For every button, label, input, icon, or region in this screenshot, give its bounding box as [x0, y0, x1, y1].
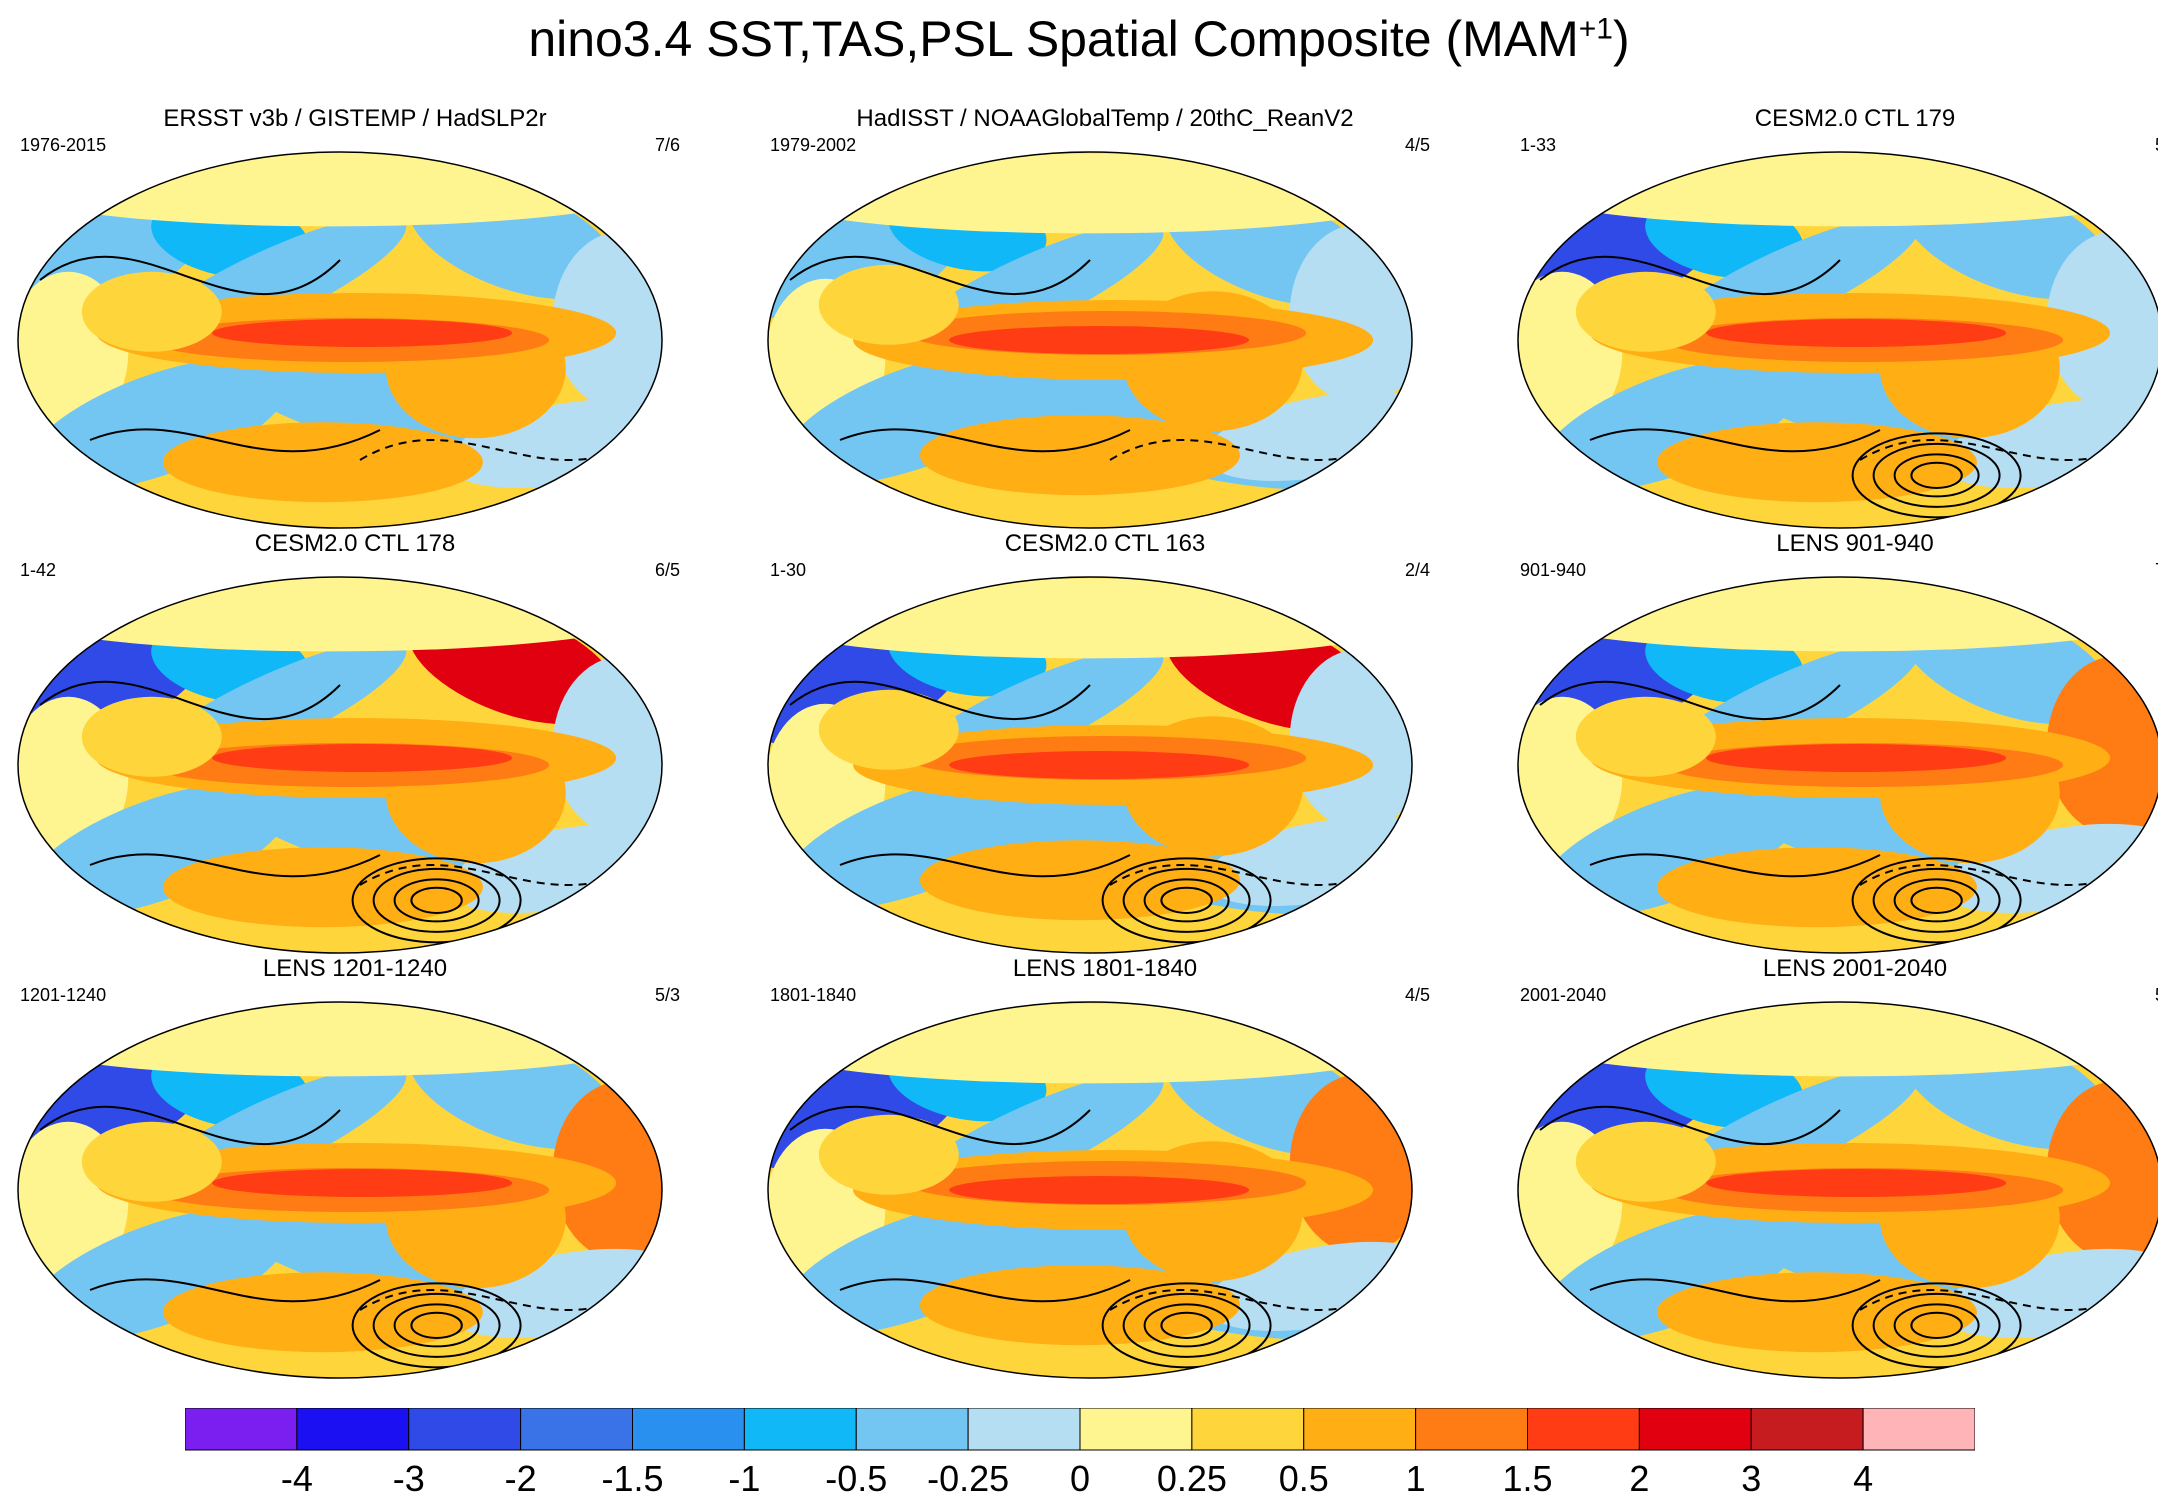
colorbar-swatch — [408, 1408, 522, 1451]
colorbar-swatch — [743, 1408, 857, 1451]
map-projection — [767, 151, 1413, 529]
colorbar-swatch — [1862, 1408, 1975, 1451]
colorbar-swatch — [1191, 1408, 1305, 1451]
panel-period: 1201-1240 — [20, 985, 107, 1005]
map-projection — [17, 1001, 663, 1379]
colorbar-tick-label: 4 — [1853, 1458, 1874, 1499]
panel-period: 1-42 — [20, 560, 57, 580]
map-panel: ERSST v3b / GISTEMP / HadSLP2r 1976-2015 7… — [10, 105, 700, 545]
colorbar-swatch — [1415, 1408, 1528, 1451]
colorbar-swatch — [296, 1408, 410, 1451]
colorbar-tick-label: -4 — [280, 1458, 313, 1499]
panel-ratio: 4/5 — [1404, 985, 1430, 1005]
panel-period: 1-30 — [770, 560, 807, 580]
colorbar-tick-label: 0 — [1069, 1458, 1091, 1499]
map-panel: HadISST / NOAAGlobalTemp / 20thC_ReanV2 1… — [760, 105, 1450, 545]
colorbar-tick-label: -1 — [728, 1458, 761, 1499]
colorbar-tick-label: -0.5 — [825, 1458, 888, 1499]
panel-title: CESM2.0 CTL 179 — [1754, 105, 1956, 132]
panel-title: ERSST v3b / GISTEMP / HadSLP2r — [163, 105, 547, 132]
colorbar-swatch — [967, 1408, 1081, 1451]
panel-ratio: 7/6 — [2155, 560, 2158, 581]
main-title: nino3.4 SST,TAS,PSL Spatial Composite (M… — [528, 11, 1630, 67]
panel-ratio: 5/4 — [2155, 135, 2158, 156]
colorbar-swatch — [1638, 1408, 1752, 1451]
map-panel: LENS 901-940 901-940 7/6 — [1510, 530, 2158, 970]
map-panel: CESM2.0 CTL 178 1-42 6/5 — [10, 530, 700, 970]
panel-title: LENS 901-940 — [1776, 530, 1934, 557]
map-panel: CESM2.0 CTL 179 1-33 5/4 — [1510, 105, 2158, 545]
panel-period: 901-940 — [1520, 560, 1587, 580]
map-projection — [1517, 1001, 2158, 1379]
colorbar — [185, 1408, 1975, 1451]
panel-ratio: 5/6 — [2155, 985, 2158, 1006]
panel-ratio: 4/5 — [1404, 135, 1430, 155]
colorbar-swatch — [855, 1408, 969, 1451]
colorbar-tick-label: 0.25 — [1156, 1458, 1227, 1499]
colorbar-tick-label: -0.25 — [927, 1458, 1010, 1499]
colorbar-tick-label: -3 — [392, 1458, 425, 1499]
colorbar-swatch — [520, 1408, 633, 1451]
panel-period: 1801-1840 — [770, 985, 857, 1005]
colorbar-tick-label: 1.5 — [1502, 1458, 1553, 1499]
panel-title: LENS 2001-2040 — [1762, 955, 1948, 982]
map-projection — [767, 1001, 1413, 1379]
panel-ratio: 5/3 — [654, 985, 680, 1005]
colorbar-tick-label: 2 — [1629, 1458, 1650, 1499]
colorbar-tick-label: 3 — [1741, 1458, 1762, 1499]
map-projection — [1517, 576, 2158, 954]
panel-ratio: 6/5 — [654, 560, 680, 580]
colorbar-swatch — [632, 1408, 745, 1451]
panel-ratio: 2/4 — [1404, 560, 1430, 580]
panel-period: 1976-2015 — [20, 135, 107, 155]
colorbar-tick-label: 1 — [1405, 1458, 1426, 1499]
map-projection — [17, 151, 663, 529]
colorbar-swatch — [1527, 1408, 1640, 1451]
colorbar-swatch — [1303, 1408, 1417, 1451]
colorbar-swatch — [185, 1408, 298, 1451]
colorbar-tick-label: 0.5 — [1278, 1458, 1329, 1499]
map-panel: LENS 1801-1840 1801-1840 4/5 — [760, 955, 1450, 1395]
panel-title: HadISST / NOAAGlobalTemp / 20thC_ReanV2 — [856, 105, 1354, 132]
colorbar-swatch — [1750, 1408, 1864, 1451]
colorbar-tick-label: -1.5 — [601, 1458, 664, 1499]
map-panel: LENS 2001-2040 2001-2040 5/6 — [1510, 955, 2158, 1395]
colorbar-swatch — [1079, 1408, 1193, 1451]
panel-title: CESM2.0 CTL 163 — [1004, 530, 1206, 557]
panel-title: CESM2.0 CTL 178 — [254, 530, 456, 557]
panel-period: 2001-2040 — [1520, 985, 1607, 1005]
panel-period: 1-33 — [1520, 135, 1557, 155]
map-projection — [1517, 151, 2158, 529]
map-panel: CESM2.0 CTL 163 1-30 2/4 — [760, 530, 1450, 970]
panel-ratio: 7/6 — [654, 135, 680, 155]
map-projection — [767, 576, 1413, 954]
panel-title: LENS 1201-1240 — [262, 955, 448, 982]
panel-period: 1979-2002 — [770, 135, 857, 155]
colorbar-tick-label: -2 — [504, 1458, 537, 1499]
map-panel: LENS 1201-1240 1201-1240 5/3 — [10, 955, 700, 1395]
map-projection — [17, 576, 663, 954]
panel-title: LENS 1801-1840 — [1012, 955, 1198, 982]
